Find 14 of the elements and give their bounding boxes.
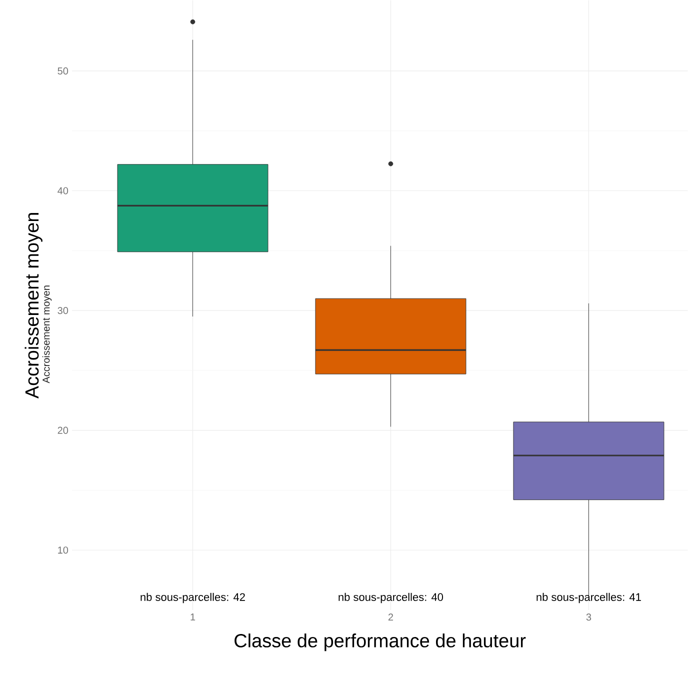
y-tick-label: 50 [58, 67, 68, 74]
x-tick-label: 1 [190, 614, 196, 620]
y-tick-label: 40 [58, 187, 68, 194]
y-tick-label: 20 [58, 426, 68, 434]
x-tick-label: 3 [586, 614, 592, 621]
y-tick-label: 30 [58, 307, 68, 314]
x-tick-label: 2 [388, 614, 394, 621]
annotation: nb sous-parcelles: 42 [140, 592, 245, 604]
text: Accroissement moyen [42, 286, 52, 384]
annotation: nb sous-parcelles: 40 [338, 592, 444, 604]
x-axis-title: Classe de performance de hauteur [234, 633, 526, 652]
y-tick-label: 10 [58, 546, 68, 554]
y-axis-title: Accroissement moyen [24, 213, 42, 399]
annotation: nb sous-parcelles: 41 [536, 592, 641, 604]
